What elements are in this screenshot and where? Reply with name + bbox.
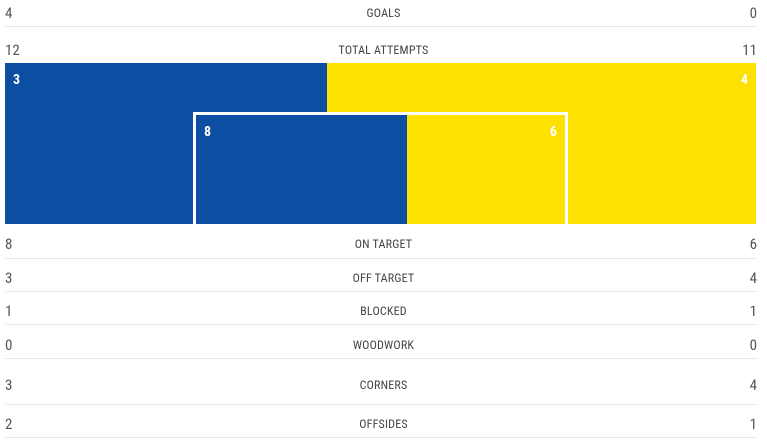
off-target-home-label: 3 xyxy=(13,72,21,88)
stat-label: BLOCKED xyxy=(360,304,407,318)
home-value: 3 xyxy=(5,269,13,287)
stat-label: WOODWORK xyxy=(352,338,415,352)
stat-label: OFF TARGET xyxy=(352,271,415,285)
home-value: 8 xyxy=(5,235,13,253)
away-value: 6 xyxy=(749,235,757,253)
home-value: 3 xyxy=(5,376,13,394)
away-value: 4 xyxy=(749,376,757,394)
stat-label: GOALS xyxy=(366,6,401,20)
separator xyxy=(5,26,757,27)
home-value: 0 xyxy=(5,336,13,354)
away-value: 11 xyxy=(742,41,757,59)
away-value: 1 xyxy=(749,415,757,433)
separator xyxy=(5,324,757,325)
on-target-away-bar xyxy=(406,115,565,224)
stat-label: CORNERS xyxy=(359,378,408,392)
home-value: 1 xyxy=(5,302,13,320)
off-target-away-label: 4 xyxy=(740,72,748,88)
separator xyxy=(5,258,757,259)
separator xyxy=(5,437,757,438)
separator xyxy=(5,404,757,405)
stat-label: TOTAL ATTEMPTS xyxy=(338,43,429,57)
home-value: 12 xyxy=(5,41,20,59)
away-value: 0 xyxy=(749,336,757,354)
stat-label: OFFSIDES xyxy=(359,417,408,431)
away-value: 1 xyxy=(749,302,757,320)
goal-frame xyxy=(193,112,568,224)
away-value: 4 xyxy=(749,269,757,287)
on-target-home-label: 8 xyxy=(204,124,212,140)
home-value: 2 xyxy=(5,415,13,433)
stat-label: ON TARGET xyxy=(354,237,413,251)
on-target-home-bar xyxy=(196,115,407,224)
home-value: 4 xyxy=(5,4,13,22)
separator xyxy=(5,291,757,292)
separator xyxy=(5,358,757,359)
on-target-away-label: 6 xyxy=(549,124,557,140)
away-value: 0 xyxy=(749,4,757,22)
